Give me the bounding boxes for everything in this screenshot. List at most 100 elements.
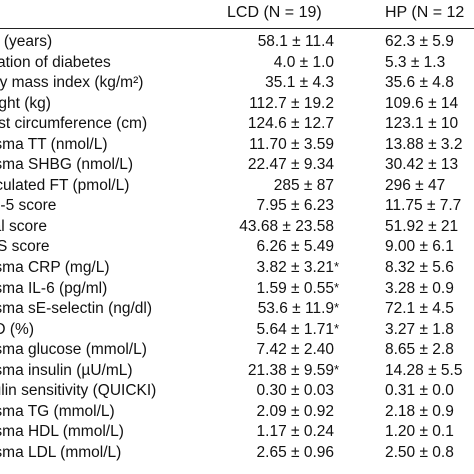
hp-value: 2.18 ± 0.9	[385, 402, 454, 420]
lcd-value-cell: 43.68 ± 23.58	[187, 217, 342, 238]
hp-value: 8.32 ± 5.6	[385, 259, 454, 277]
table-row: Plasma LDL (mmol/L) 2.65 ± 0.96 2.50 ± 0.8	[0, 443, 474, 464]
header-lcd: LCD (N = 19)	[227, 4, 322, 21]
row-label: Plasma LDL (mmol/L)	[0, 443, 122, 461]
table-row: Duration of diabetes 4.0 ± 1.0 5.3 ± 1.3	[0, 53, 474, 74]
table-body: Age (years) 58.1 ± 11.4 62.3 ± 5.9 Duration…	[0, 32, 474, 463]
lcd-value-cell: 3.82 ± 3.21*	[187, 258, 342, 279]
table-row: Plasma glucose (mmol/L) 7.42 ± 2.40 8.65 ±…	[0, 340, 474, 361]
row-label: FMD (%)	[0, 320, 34, 338]
table-row: Total score 43.68 ± 23.58 51.92 ± 21	[0, 217, 474, 238]
hp-value: 5.3 ± 1.3	[385, 53, 446, 71]
row-label: Plasma IL-6 (pg/ml)	[0, 279, 108, 297]
hp-value: 13.88 ± 3.2	[385, 135, 463, 153]
lcd-value: 11.70 ± 3.59	[249, 135, 334, 153]
hp-value: 72.1 ± 4.5	[385, 300, 454, 318]
lcd-value-cell: 112.7 ± 19.2	[187, 94, 342, 115]
table-row: Plasma TT (nmol/L) 11.70 ± 3.59 13.88 ± 3.…	[0, 135, 474, 156]
lcd-value: 2.65 ± 0.96	[256, 443, 334, 461]
lcd-value: 4.0 ± 1.0	[273, 53, 334, 71]
table-row: Plasma SHBG (nmol/L) 22.47 ± 9.34 30.42 ± …	[0, 155, 474, 176]
table-row: Plasma insulin (µU/mL) 21.38 ± 9.59* 14.28…	[0, 361, 474, 382]
row-label: Insulin sensitivity (QUICKI)	[0, 382, 157, 400]
lcd-value: 58.1 ± 11.4	[257, 33, 334, 50]
table-row: IIEF-5 score 7.95 ± 6.23 11.75 ± 7.7	[0, 196, 474, 217]
lcd-value-cell: 2.65 ± 0.96	[187, 443, 342, 464]
lcd-value-cell: 7.42 ± 2.40	[187, 340, 342, 361]
row-label: Body mass index (kg/m²)	[0, 74, 144, 92]
row-label: Plasma SHBG (nmol/L)	[0, 156, 134, 174]
lcd-value-cell: 58.1 ± 11.4	[187, 32, 342, 53]
lcd-value-cell: 1.17 ± 0.24	[187, 422, 342, 443]
row-label: Plasma TT (nmol/L)	[0, 135, 108, 153]
lcd-value-cell: 7.95 ± 6.23	[187, 196, 342, 217]
table-row: Body mass index (kg/m²) 35.1 ± 4.3 35.6 ± …	[0, 73, 474, 94]
hp-value: 123.1 ± 10	[385, 115, 459, 133]
table-row: FMD (%) 5.64 ± 1.71* 3.27 ± 1.8	[0, 320, 474, 341]
lcd-value: 2.09 ± 0.92	[256, 402, 334, 420]
hp-value: 51.92 ± 21	[385, 217, 459, 235]
lcd-value: 21.38 ± 9.59	[247, 361, 334, 379]
hp-value: 9.00 ± 6.1	[385, 238, 454, 256]
lcd-value-cell: 0.30 ± 0.03	[187, 381, 342, 402]
table-row: Waist circumference (cm) 124.6 ± 12.7 123.…	[0, 114, 474, 135]
lcd-value: 285 ± 87	[273, 176, 334, 194]
lcd-value-cell: 4.0 ± 1.0	[187, 53, 342, 74]
lcd-value-cell: 22.47 ± 9.34	[187, 155, 342, 176]
lcd-value: 7.42 ± 2.40	[256, 341, 334, 359]
lcd-value: 6.26 ± 5.49	[256, 238, 334, 256]
lcd-value: 43.68 ± 23.58	[239, 217, 334, 235]
significance-marker: *	[334, 320, 340, 336]
row-label: Age (years)	[0, 33, 53, 50]
hp-value: 30.42 ± 13	[385, 156, 459, 174]
lcd-value-cell: 11.70 ± 3.59	[187, 135, 342, 156]
row-label: Weight (kg)	[0, 94, 51, 112]
lcd-value-cell: 6.26 ± 5.49	[187, 237, 342, 258]
row-label: Plasma insulin (µU/mL)	[0, 361, 133, 379]
table-row: Plasma TG (mmol/L) 2.09 ± 0.92 2.18 ± 0.9	[0, 402, 474, 423]
row-label: IPSS score	[0, 238, 50, 256]
significance-marker: *	[334, 259, 340, 275]
lcd-value: 35.1 ± 4.3	[265, 74, 334, 92]
lcd-value: 112.7 ± 19.2	[249, 94, 334, 112]
row-label: Plasma sE-selectin (ng/dl)	[0, 300, 153, 318]
table-row: Weight (kg) 112.7 ± 19.2 109.6 ± 14	[0, 94, 474, 115]
lcd-value-cell: 53.6 ± 11.9*	[187, 299, 342, 320]
row-label: IIEF-5 score	[0, 197, 57, 215]
hp-value: 11.75 ± 7.7	[385, 197, 462, 215]
hp-value: 296 ± 47	[385, 176, 446, 194]
row-label: Duration of diabetes	[0, 53, 111, 71]
lcd-value: 7.95 ± 6.23	[256, 197, 334, 215]
row-label: Plasma CRP (mg/L)	[0, 259, 110, 277]
table-header-row: LCD (N = 19) HP (N = 12	[0, 0, 474, 29]
row-label: Calculated FT (pmol/L)	[0, 176, 130, 194]
significance-marker: *	[334, 300, 340, 316]
lcd-value-cell: 21.38 ± 9.59*	[187, 361, 342, 382]
table-row: Age (years) 58.1 ± 11.4 62.3 ± 5.9	[0, 32, 474, 53]
row-label: Waist circumference (cm)	[0, 115, 148, 133]
hp-value: 3.27 ± 1.8	[385, 320, 454, 338]
lcd-value: 22.47 ± 9.34	[247, 156, 334, 174]
hp-value: 1.20 ± 0.1	[385, 423, 454, 441]
significance-marker: *	[334, 279, 340, 295]
table-row: IPSS score 6.26 ± 5.49 9.00 ± 6.1	[0, 237, 474, 258]
table-row: Plasma sE-selectin (ng/dl) 53.6 ± 11.9* 72…	[0, 299, 474, 320]
lcd-value: 0.30 ± 0.03	[256, 382, 334, 400]
table-row: Plasma HDL (mmol/L) 1.17 ± 0.24 1.20 ± 0.1	[0, 422, 474, 443]
lcd-value-cell: 285 ± 87	[187, 176, 342, 197]
table-row: Plasma IL-6 (pg/ml) 1.59 ± 0.55* 3.28 ± 0.…	[0, 279, 474, 300]
lcd-value: 124.6 ± 12.7	[247, 115, 334, 133]
row-label: Total score	[0, 217, 47, 235]
lcd-value: 1.17 ± 0.24	[256, 423, 334, 441]
lcd-value-cell: 1.59 ± 0.55*	[187, 279, 342, 300]
table-row: Calculated FT (pmol/L) 285 ± 87 296 ± 47	[0, 176, 474, 197]
header-hp: HP (N = 12	[385, 4, 465, 21]
lcd-value-cell: 5.64 ± 1.71*	[187, 320, 342, 341]
lcd-value: 1.59 ± 0.55	[256, 279, 334, 297]
hp-value: 109.6 ± 14	[385, 94, 459, 112]
hp-value: 8.65 ± 2.8	[385, 341, 454, 359]
lcd-value: 53.6 ± 11.9	[257, 300, 334, 318]
lcd-value-cell: 35.1 ± 4.3	[187, 73, 342, 94]
lcd-value-cell: 124.6 ± 12.7	[187, 114, 342, 135]
